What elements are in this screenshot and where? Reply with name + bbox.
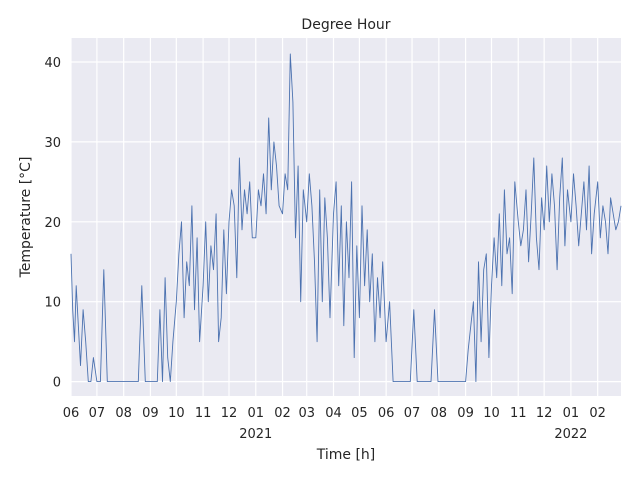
x-tick-label: 08 — [115, 406, 132, 421]
x-axis-label: Time [h] — [316, 447, 376, 463]
x-tick-year-label: 2021 — [239, 427, 272, 442]
x-tick-label: 07 — [89, 406, 106, 421]
x-tick-label: 09 — [142, 406, 159, 421]
x-tick-label: 01 — [563, 406, 580, 421]
x-tick-label: 04 — [325, 406, 342, 421]
x-tick-label: 05 — [351, 406, 368, 421]
y-axis-label: Temperature [°C] — [18, 157, 34, 279]
x-tick-label: 11 — [510, 406, 527, 421]
x-tick-label: 06 — [63, 406, 80, 421]
x-tick-label: 08 — [431, 406, 448, 421]
x-tick-label: 12 — [536, 406, 553, 421]
x-tick-label: 03 — [298, 406, 315, 421]
y-tick-label: 20 — [44, 216, 61, 231]
x-tick-label: 12 — [221, 406, 238, 421]
y-tick-labels: 0 10 20 30 40 — [44, 56, 61, 391]
x-tick-label: 10 — [483, 406, 500, 421]
x-tick-year-label: 2022 — [554, 427, 587, 442]
x-tick-label: 06 — [378, 406, 395, 421]
series-line-0 — [70, 53, 622, 383]
x-tick-label: 01 — [247, 406, 264, 421]
x-tick-label: 07 — [404, 406, 421, 421]
x-tick-label: 02 — [589, 406, 606, 421]
x-tick-label: 10 — [168, 406, 185, 421]
x-tick-label: 09 — [457, 406, 474, 421]
plot-area — [71, 38, 621, 396]
y-tick-label: 10 — [44, 296, 61, 311]
y-tick-label: 40 — [44, 56, 61, 71]
y-tick-label: 0 — [53, 376, 61, 391]
x-tick-label: 02 — [274, 406, 291, 421]
x-tick-label: 11 — [195, 406, 212, 421]
series-group — [70, 53, 622, 383]
y-tick-label: 30 — [44, 136, 61, 151]
chart-title: Degree Hour — [301, 17, 390, 33]
